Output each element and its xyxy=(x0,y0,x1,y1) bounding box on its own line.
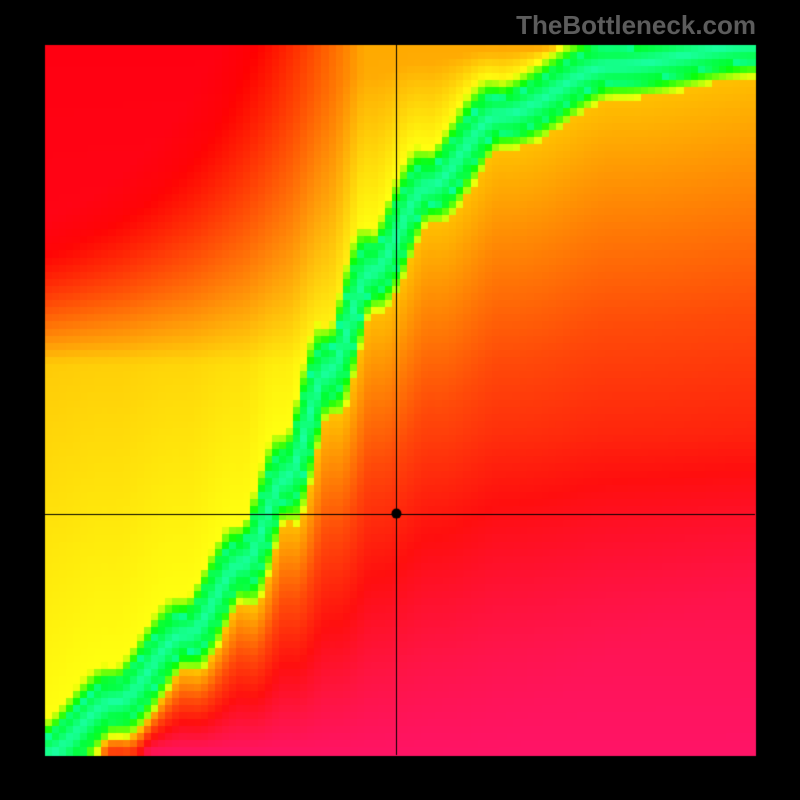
watermark-text: TheBottleneck.com xyxy=(516,10,756,41)
bottleneck-heatmap-canvas xyxy=(0,0,800,800)
chart-root: TheBottleneck.com xyxy=(0,0,800,800)
